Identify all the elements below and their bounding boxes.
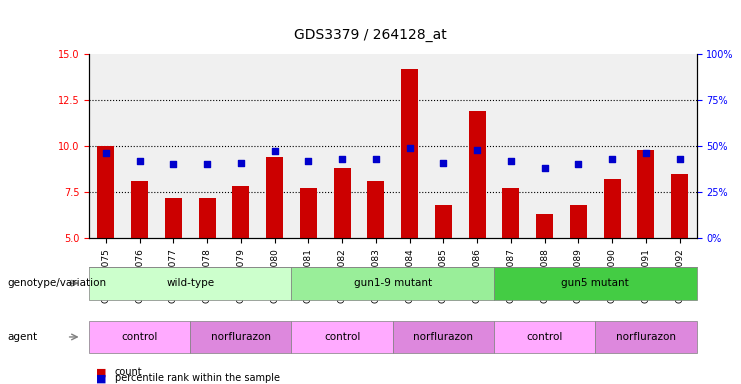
Text: norflurazon: norflurazon (413, 332, 473, 342)
Point (505, 157, 516, 164)
Text: gun1-9 mutant: gun1-9 mutant (353, 278, 432, 288)
Bar (570, 205, 587, 238)
Point (302, 157, 314, 164)
Point (539, 165, 551, 171)
Point (133, 157, 145, 164)
Bar (97, 146, 114, 238)
Bar (671, 174, 688, 238)
Point (235, 159, 247, 166)
Point (100, 150, 112, 156)
Bar (536, 214, 553, 238)
Bar (165, 197, 182, 238)
Bar (637, 150, 654, 238)
Point (404, 145, 416, 151)
Point (336, 156, 348, 162)
Bar (199, 197, 216, 238)
Point (640, 150, 652, 156)
Point (573, 161, 585, 167)
Text: wild-type: wild-type (166, 278, 214, 288)
Point (606, 156, 618, 162)
Bar (300, 188, 316, 238)
Bar (233, 187, 249, 238)
Text: norflurazon: norflurazon (211, 332, 270, 342)
Text: ■: ■ (96, 373, 107, 383)
Point (437, 159, 449, 166)
Bar (401, 68, 418, 238)
Text: control: control (526, 332, 563, 342)
Point (674, 156, 685, 162)
Bar (502, 188, 519, 238)
Text: gun5 mutant: gun5 mutant (562, 278, 629, 288)
Text: agent: agent (7, 332, 38, 342)
Text: ■: ■ (96, 367, 107, 377)
Bar (468, 111, 485, 238)
Point (269, 148, 281, 154)
Point (201, 161, 213, 167)
Point (167, 161, 179, 167)
Bar (604, 179, 620, 238)
Text: control: control (122, 332, 158, 342)
Text: norflurazon: norflurazon (616, 332, 676, 342)
Bar (333, 168, 350, 238)
Text: percentile rank within the sample: percentile rank within the sample (115, 373, 280, 383)
Bar (435, 205, 452, 238)
Bar (131, 181, 148, 238)
Text: genotype/variation: genotype/variation (7, 278, 107, 288)
Text: count: count (115, 367, 142, 377)
Point (471, 147, 483, 153)
Bar (368, 181, 385, 238)
Bar (266, 157, 283, 238)
Text: GDS3379 / 264128_at: GDS3379 / 264128_at (294, 28, 447, 41)
Point (370, 156, 382, 162)
Text: control: control (324, 332, 360, 342)
